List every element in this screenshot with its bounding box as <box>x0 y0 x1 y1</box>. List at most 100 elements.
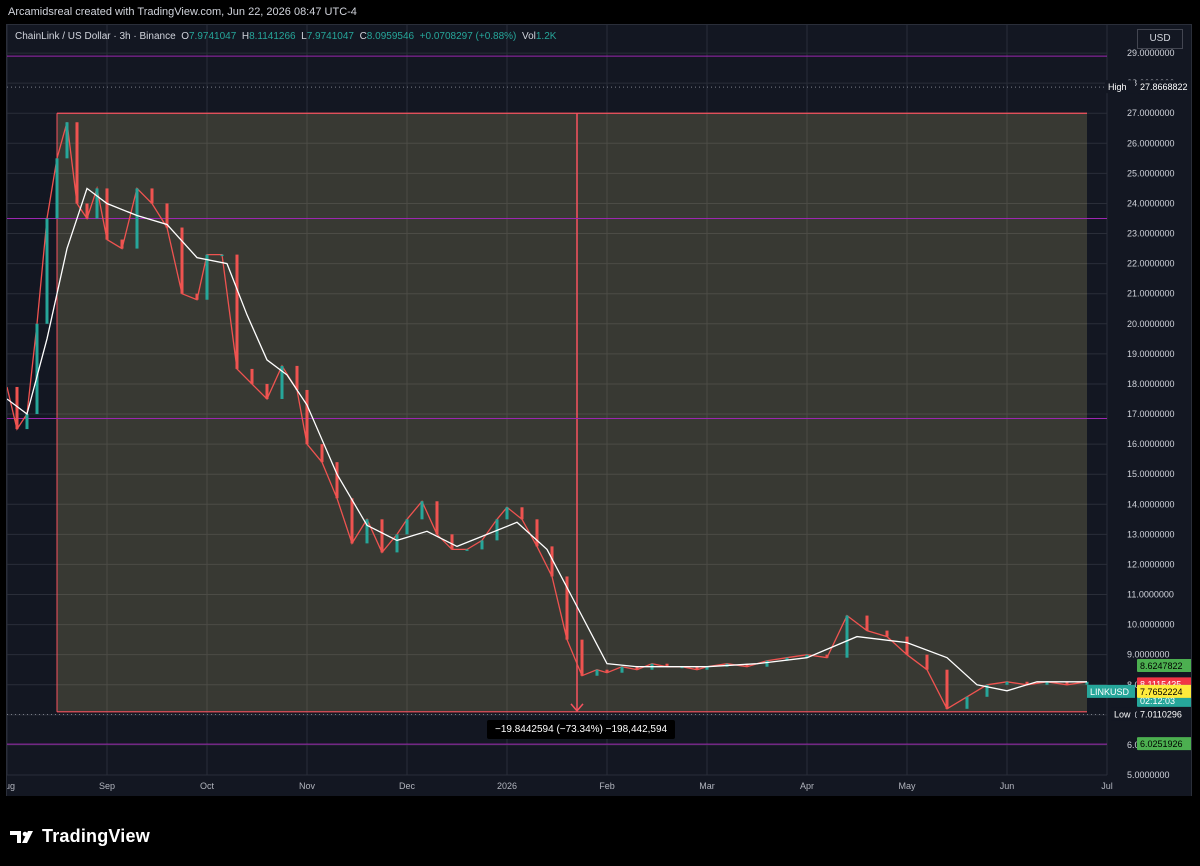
yellow-price-tag <box>1137 684 1191 698</box>
candle-bar <box>135 188 139 249</box>
y-tick-label: 15.0000000 <box>1127 469 1175 479</box>
candle-bar <box>580 639 584 676</box>
price-chart[interactable]: Aug Sep Oct Nov Dec 2026 Feb Mar Apr May Jun Jul 5.0… <box>7 25 1191 797</box>
candle-bar <box>365 519 369 544</box>
close-value: 8.0959546 <box>366 31 415 42</box>
candle-bar <box>150 188 154 204</box>
candle-bar <box>620 666 624 673</box>
x-tick-label: Aug <box>7 781 15 791</box>
candle-bar <box>280 365 284 399</box>
red-price-tag-value: 8.1115435 <box>1140 679 1181 689</box>
symbol-name: ChainLink / US Dollar · 3h · Binance <box>15 31 176 42</box>
high-price-tag-value: 27.8668822 <box>1140 82 1188 92</box>
attribution-bar: Arcamidsreal created with TradingView.co… <box>0 0 1200 24</box>
candle-bar <box>885 630 889 637</box>
price-line-series <box>7 122 1088 710</box>
y-tick-label: 23.0000000 <box>1127 229 1175 239</box>
last-price-tag-label-box <box>1087 684 1135 698</box>
y-tick-label: 24.0000000 <box>1127 198 1175 208</box>
candle-bar <box>635 666 639 670</box>
x-tick-label: Feb <box>599 781 615 791</box>
high-value: 8.1141266 <box>249 31 296 42</box>
volume-value: 1.2K <box>535 31 557 42</box>
candle-bar <box>565 576 569 640</box>
y-tick-label: 26.0000000 <box>1127 138 1175 148</box>
candle-bar <box>805 654 809 658</box>
countdown-label: 02:12:03 <box>1140 696 1175 706</box>
candle-bar <box>965 696 969 709</box>
measure-label: −19.8442594 (−73.34%) −198,442,594 <box>487 719 676 739</box>
y-tick-label: 20.0000000 <box>1127 319 1175 329</box>
candle-bar <box>35 323 39 415</box>
candle-bar <box>320 444 324 463</box>
candle-bar <box>1005 681 1009 685</box>
x-tick-label: May <box>898 781 916 791</box>
candle-bar <box>220 254 224 257</box>
tradingview-brand[interactable]: TradingView <box>10 826 150 847</box>
x-tick-label: Apr <box>800 781 814 791</box>
symbol-legend: ChainLink / US Dollar · 3h · Binance O7.… <box>15 31 556 42</box>
y-tick-label: 5.0000000 <box>1127 770 1170 780</box>
candle-bar <box>925 654 929 670</box>
candle-bar <box>825 654 829 658</box>
tradingview-logo-icon <box>10 830 33 843</box>
x-tick-label: Mar <box>699 781 715 791</box>
low-price-tag-label-box <box>1111 707 1135 721</box>
x-tick-label: Dec <box>399 781 416 791</box>
candle-bar <box>945 669 949 709</box>
candle-bar <box>785 657 789 661</box>
candle-bar <box>235 254 239 369</box>
y-tick-label: 13.0000000 <box>1127 529 1175 539</box>
candle-bar <box>165 203 169 228</box>
footer-bar: TradingView <box>0 796 1200 866</box>
candle-bar <box>1045 681 1049 685</box>
y-tick-label: 16.0000000 <box>1127 439 1175 449</box>
candle-bar <box>195 293 199 300</box>
y-tick-label: 10.0000000 <box>1127 620 1175 630</box>
candle-bar <box>45 218 49 324</box>
currency-button[interactable]: USD <box>1137 29 1183 49</box>
low-price-tag-value: 7.0110296 <box>1140 710 1182 720</box>
green-price-tag-value: 8.6247822 <box>1140 661 1183 671</box>
candle-bar <box>405 519 409 535</box>
y-tick-label: 27.0000000 <box>1127 108 1175 118</box>
candle-bar <box>745 663 749 667</box>
candle-bar <box>350 498 354 544</box>
candle-bar <box>1065 681 1069 685</box>
green-price-tag <box>1137 658 1191 672</box>
candle-bar <box>85 203 89 219</box>
y-tick-label: 22.0000000 <box>1127 259 1175 269</box>
x-tick-label: Sep <box>99 781 115 791</box>
candle-bar <box>180 227 184 294</box>
candle-bar <box>105 188 109 240</box>
high-label: H <box>241 31 250 42</box>
low-price-tag-label: Low <box>1114 710 1131 720</box>
high-price-tag <box>1137 80 1191 94</box>
candle-bar <box>25 414 29 430</box>
candle-bar <box>435 501 439 535</box>
candle-bar <box>695 666 699 670</box>
candle-bar <box>250 368 254 384</box>
y-tick-label: 14.0000000 <box>1127 499 1175 509</box>
candle-bar <box>15 386 19 430</box>
low-value: 7.9741047 <box>306 31 354 42</box>
yellow-price-tag-value: 7.7652224 <box>1140 687 1183 697</box>
open-value: 7.9741047 <box>188 31 237 42</box>
high-price-tag-label-box <box>1105 80 1135 94</box>
volume-label: Vol <box>521 31 536 42</box>
candle-bar <box>865 615 869 631</box>
candle-bar <box>65 122 69 159</box>
chart-frame[interactable]: Aug Sep Oct Nov Dec 2026 Feb Mar Apr May Jun Jul 5.0… <box>6 24 1192 798</box>
candle-bar <box>265 383 269 399</box>
candle-bar <box>380 519 384 553</box>
candle-bar <box>75 122 79 204</box>
y-tick-label: 11.0000000 <box>1127 590 1174 600</box>
candle-bar <box>1085 681 1089 685</box>
candle-bar <box>55 158 59 219</box>
candle-bar <box>550 546 554 577</box>
candle-bar <box>1025 681 1029 685</box>
moving-average-line <box>7 187 1087 692</box>
y-tick-label: 12.0000000 <box>1127 559 1175 569</box>
candle-bar <box>450 534 454 550</box>
green-low-price-tag-value: 6.0251926 <box>1140 739 1183 749</box>
